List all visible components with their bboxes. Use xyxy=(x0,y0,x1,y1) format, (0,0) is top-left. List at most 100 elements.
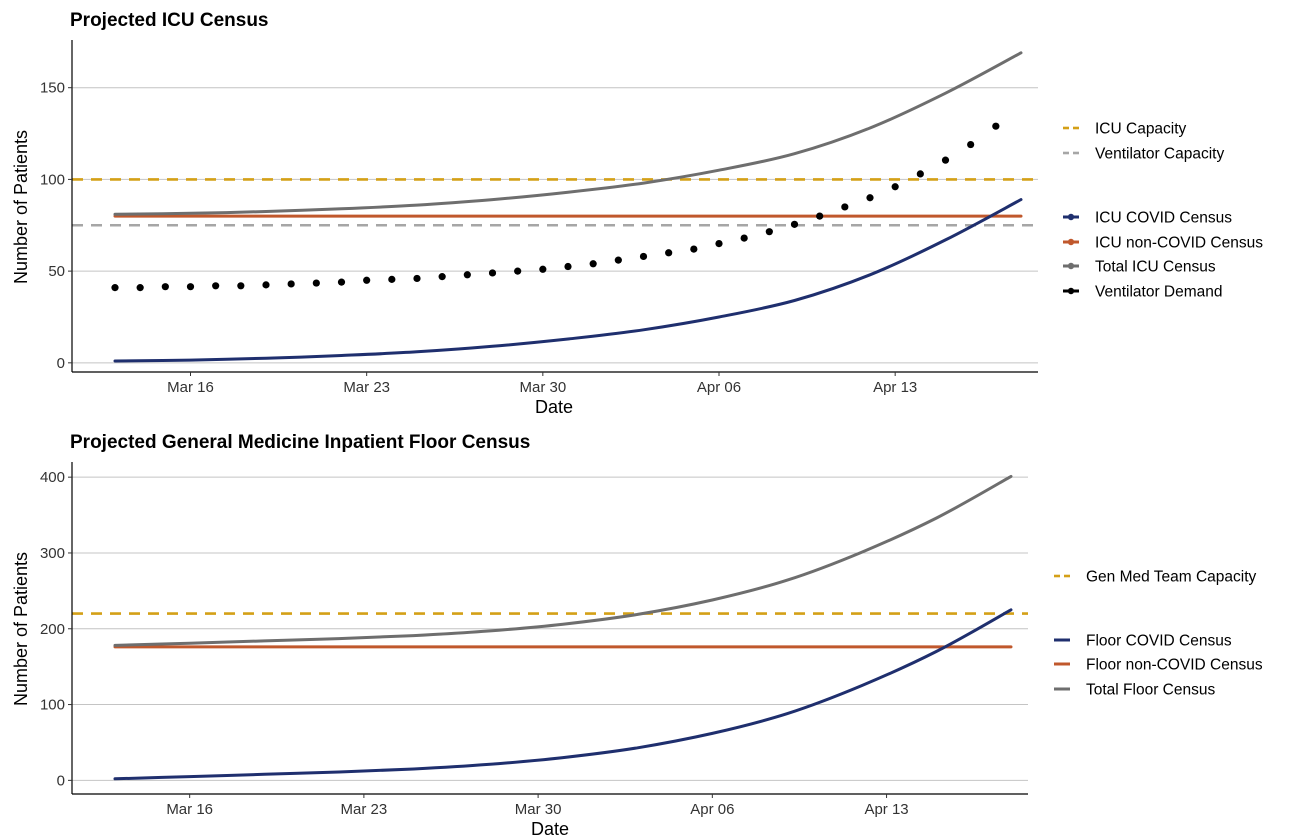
icu-ventilator-demand-point xyxy=(337,278,346,286)
icu-x-tick-label: Mar 16 xyxy=(167,379,214,396)
icu-legend-item: Total ICU Census xyxy=(1063,259,1216,276)
icu-ventilator-demand-point xyxy=(237,282,245,290)
floor-legend-item: Gen Med Team Capacity xyxy=(1054,569,1257,586)
icu-x-ticks: Mar 16 Mar 23 Mar 30 Apr 06 Apr 13 xyxy=(167,372,917,396)
floor-x-axis-label: Date xyxy=(531,819,569,839)
icu-ventilator-demand-point xyxy=(639,252,648,261)
icu-legend-label-icu-covid-census: ICU COVID Census xyxy=(1095,210,1232,227)
floor-legend-label-floor-covid-census: Floor COVID Census xyxy=(1086,633,1232,650)
icu-legend-label-total-icu-census: Total ICU Census xyxy=(1095,259,1216,276)
icu-ventilator-demand-point xyxy=(463,271,471,279)
icu-ventilator-demand-point xyxy=(614,256,622,264)
icu-legend-label-ventilator-demand: Ventilator Demand xyxy=(1095,284,1223,301)
floor-legend-label-gen-med-team-capacity: Gen Med Team Capacity xyxy=(1086,569,1257,586)
icu-total-icu-census-line xyxy=(113,51,1023,216)
icu-ventilator-demand-point xyxy=(413,274,421,283)
icu-legend-label-ventilator-capacity: Ventilator Capacity xyxy=(1095,146,1224,163)
icu-y-ticks: 0 50 100 150 xyxy=(40,80,72,372)
icu-y-tick-label: 100 xyxy=(40,171,65,188)
floor-y-tick-label: 300 xyxy=(40,545,65,562)
icu-icu-covid-census-line xyxy=(113,198,1023,363)
icu-legend-key-dot-ventilator-demand xyxy=(1067,287,1075,295)
floor-legend-item: Total Floor Census xyxy=(1054,682,1215,699)
icu-legend-item: ICU Capacity xyxy=(1063,121,1187,138)
floor-legend-item: Floor non-COVID Census xyxy=(1054,657,1263,674)
icu-series-lines xyxy=(113,51,1023,363)
floor-legend: Gen Med Team Capacity Floor COVID Census F… xyxy=(1054,569,1263,699)
icu-legend-item: ICU COVID Census xyxy=(1063,210,1232,227)
floor-x-tick-label: Apr 06 xyxy=(690,801,734,818)
floor-x-ticks: Mar 16 Mar 23 Mar 30 Apr 06 Apr 13 xyxy=(166,794,909,818)
icu-ventilator-demand-point xyxy=(740,234,748,242)
icu-y-axis-label: Number of Patients xyxy=(11,130,31,284)
floor-x-tick-label: Apr 13 xyxy=(864,801,908,818)
icu-ventilator-demand-point xyxy=(564,262,572,271)
icu-ventilator-demand-point xyxy=(715,240,723,248)
icu-x-tick-label: Mar 23 xyxy=(343,379,390,396)
icu-x-tick-label: Apr 13 xyxy=(873,379,917,396)
icu-legend-key-dot-icu-covid-census xyxy=(1067,213,1075,221)
floor-y-tick-label: 0 xyxy=(57,772,65,789)
icu-ventilator-demand-point xyxy=(866,194,874,202)
floor-y-axis-label: Number of Patients xyxy=(11,552,31,706)
floor-gridlines xyxy=(72,476,1028,781)
icu-ventilator-demand-point xyxy=(388,275,396,283)
floor-series-lines xyxy=(113,474,1013,781)
floor-y-tick-label: 100 xyxy=(40,697,65,714)
floor-floor-covid-census-line xyxy=(113,608,1013,781)
floor-total-floor-census-line xyxy=(113,474,1013,647)
icu-legend-label-icu-non-covid-census: ICU non-COVID Census xyxy=(1095,235,1263,252)
icu-legend-label-icu-capacity: ICU Capacity xyxy=(1095,121,1187,138)
icu-y-tick-label: 50 xyxy=(48,263,65,280)
icu-ventilator-demand-point xyxy=(790,220,799,228)
icu-ventilator-demand-point xyxy=(841,203,849,211)
icu-axes xyxy=(71,40,1038,373)
icu-ventilator-demand-point xyxy=(212,282,220,290)
icu-legend-item: ICU non-COVID Census xyxy=(1063,235,1263,252)
icu-capacity-lines xyxy=(72,178,1038,227)
floor-y-ticks: 0 100 200 300 400 xyxy=(40,469,72,789)
floor-y-tick-label: 200 xyxy=(40,621,65,638)
floor-axes xyxy=(71,462,1028,795)
icu-ventilator-demand-point xyxy=(967,140,975,149)
floor-x-tick-label: Mar 16 xyxy=(166,801,213,818)
icu-legend-item: Ventilator Capacity xyxy=(1063,146,1224,163)
floor-legend-label-floor-non-covid-census: Floor non-COVID Census xyxy=(1086,657,1263,674)
icu-ventilator-demand-point xyxy=(363,276,371,284)
icu-ventilator-demand-point xyxy=(287,280,295,288)
floor-x-tick-label: Mar 23 xyxy=(341,801,388,818)
icu-y-tick-label: 150 xyxy=(40,80,65,97)
icu-ventilator-demand-point xyxy=(665,249,673,257)
icu-ventilator-demand-point xyxy=(916,170,924,178)
icu-ventilator-demand-point xyxy=(514,267,522,275)
icu-ventilator-demand-point xyxy=(111,284,119,292)
icu-ventilator-demand-point xyxy=(690,245,698,253)
floor-x-tick-label: Mar 30 xyxy=(515,801,562,818)
icu-ventilator-points xyxy=(111,122,1000,292)
icu-ventilator-demand-point xyxy=(992,122,1000,130)
icu-ventilator-demand-point xyxy=(161,283,169,291)
icu-ventilator-demand-point xyxy=(941,156,950,164)
floor-legend-item: Floor COVID Census xyxy=(1054,633,1232,650)
icu-y-tick-label: 0 xyxy=(57,355,65,372)
icu-x-axis-label: Date xyxy=(535,397,573,417)
icu-x-tick-label: Apr 06 xyxy=(697,379,741,396)
icu-ventilator-demand-point xyxy=(186,283,195,291)
icu-ventilator-demand-point xyxy=(765,228,773,236)
icu-legend-item: Ventilator Demand xyxy=(1063,284,1223,301)
floor-panel: Projected General Medicine Inpatient Flo… xyxy=(11,432,1263,839)
icu-ventilator-demand-point xyxy=(136,284,144,292)
floor-chart-title: Projected General Medicine Inpatient Flo… xyxy=(70,432,530,453)
icu-x-tick-label: Mar 30 xyxy=(519,379,566,396)
floor-y-tick-label: 400 xyxy=(40,469,65,486)
icu-ventilator-demand-point xyxy=(488,269,497,277)
icu-ventilator-demand-point xyxy=(816,212,824,220)
icu-ventilator-demand-point xyxy=(891,183,899,191)
icu-legend: ICU Capacity Ventilator Capacity ICU COVID… xyxy=(1063,121,1263,301)
icu-legend-key-dot-icu-non-covid-census xyxy=(1067,238,1075,246)
icu-ventilator-demand-point xyxy=(438,273,446,281)
icu-ventilator-demand-point xyxy=(589,260,597,268)
icu-legend-key-dot-total-icu-census xyxy=(1067,262,1075,270)
